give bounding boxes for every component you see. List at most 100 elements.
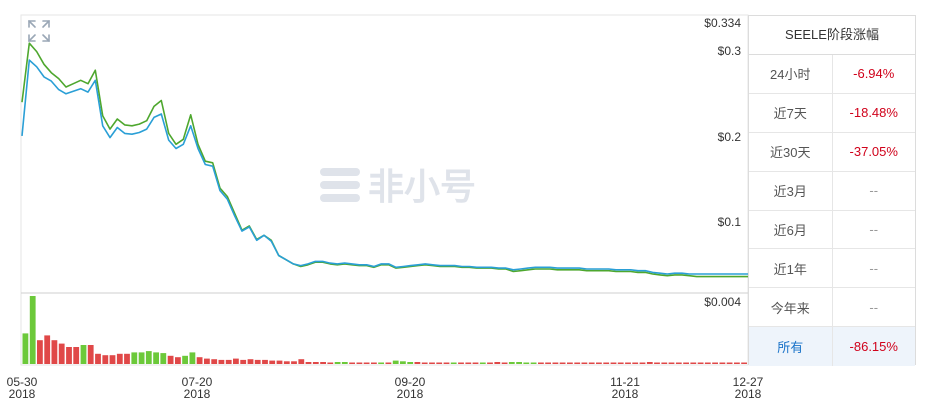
watermark: 非小号 bbox=[320, 167, 476, 208]
volume-bar bbox=[22, 333, 29, 364]
volume-bar bbox=[683, 362, 689, 364]
x-tick-year: 2018 bbox=[397, 387, 424, 401]
period-row-ytd[interactable]: 今年来 -- bbox=[749, 288, 915, 328]
volume-bar bbox=[356, 362, 363, 364]
period-change-table: SEELE阶段涨幅 24小时 -6.94% 近7天 -18.48% 近30天 -… bbox=[748, 15, 916, 367]
volume-bar bbox=[116, 353, 123, 364]
period-row-30d[interactable]: 近30天 -37.05% bbox=[749, 132, 915, 172]
volume-bar bbox=[625, 362, 631, 364]
x-tick-date: 12-27 bbox=[733, 375, 764, 389]
period-row-1y[interactable]: 近1年 -- bbox=[749, 249, 915, 289]
volume-bar bbox=[58, 343, 65, 364]
volume-bar bbox=[675, 362, 682, 364]
period-label: 今年来 bbox=[749, 288, 833, 327]
expand-icon[interactable] bbox=[26, 18, 52, 44]
volume-bar bbox=[131, 352, 138, 364]
volume-bar bbox=[66, 347, 72, 364]
volume-bar bbox=[334, 362, 341, 364]
volume-bar bbox=[87, 345, 94, 364]
volume-bar bbox=[196, 357, 203, 364]
volume-bar bbox=[305, 362, 312, 364]
volume-bar bbox=[559, 362, 566, 364]
volume-bar bbox=[726, 362, 733, 364]
y-tick-label: $0.3 bbox=[718, 44, 742, 58]
volume-bar bbox=[668, 362, 675, 364]
volume-bar bbox=[298, 359, 305, 364]
volume-bar bbox=[436, 362, 443, 364]
volume-bar bbox=[530, 362, 537, 364]
volume-bar bbox=[545, 362, 551, 364]
period-row-3m[interactable]: 近3月 -- bbox=[749, 171, 915, 211]
volume-bar bbox=[37, 340, 43, 364]
volume-bar bbox=[443, 362, 450, 364]
volume-bar bbox=[588, 362, 595, 364]
volume-bar bbox=[719, 362, 726, 364]
volume-bar bbox=[124, 353, 130, 364]
period-change-title: SEELE阶段涨幅 bbox=[749, 16, 915, 55]
watermark-logo-icon bbox=[320, 168, 360, 202]
volume-bar bbox=[283, 361, 290, 364]
volume-bar bbox=[233, 358, 239, 364]
volume-bar bbox=[523, 362, 530, 364]
volume-bar bbox=[414, 362, 421, 364]
volume-bar bbox=[567, 362, 573, 364]
volume-bar bbox=[479, 362, 486, 364]
x-axis-labels: 05-30 2018 07-20 2018 09-20 2018 11-21 2… bbox=[7, 375, 764, 401]
volume-bar bbox=[320, 362, 326, 364]
x-tick-date: 09-20 bbox=[395, 375, 426, 389]
volume-bar bbox=[639, 362, 646, 364]
y-tick-label: $0.2 bbox=[718, 130, 742, 144]
volume-bar bbox=[385, 362, 392, 364]
volume-bar bbox=[741, 362, 747, 364]
price-line-green bbox=[21, 42, 748, 278]
volume-bar bbox=[617, 362, 624, 364]
volume-bar bbox=[429, 362, 435, 364]
period-row-24h[interactable]: 24小时 -6.94% bbox=[749, 55, 915, 94]
volume-bar bbox=[211, 359, 218, 364]
volume-bar bbox=[269, 360, 276, 364]
volume-bar bbox=[378, 362, 384, 364]
period-row-7d[interactable]: 近7天 -18.48% bbox=[749, 93, 915, 133]
volume-bar bbox=[632, 362, 639, 364]
volume-bar bbox=[371, 362, 377, 364]
volume-bar bbox=[102, 355, 109, 364]
period-value: -- bbox=[869, 222, 879, 237]
volume-bar bbox=[690, 362, 697, 364]
volume-bar bbox=[80, 345, 87, 364]
volume-bar bbox=[204, 358, 210, 364]
volume-bar bbox=[44, 335, 51, 364]
x-tick-year: 2018 bbox=[612, 387, 639, 401]
volume-bar bbox=[145, 351, 152, 364]
volume-bar bbox=[654, 362, 660, 364]
volume-bar bbox=[254, 359, 261, 364]
volume-bar bbox=[341, 362, 348, 364]
x-tick-year: 2018 bbox=[9, 387, 36, 401]
volume-bar bbox=[734, 362, 740, 364]
volume-bar bbox=[363, 362, 370, 364]
volume-bar bbox=[109, 355, 116, 364]
volume-bar bbox=[95, 353, 101, 364]
volume-bar bbox=[603, 362, 610, 364]
period-value: -- bbox=[869, 183, 879, 199]
volume-bar bbox=[29, 296, 36, 364]
volume-bar bbox=[501, 362, 508, 364]
volume-bar bbox=[400, 361, 406, 364]
volume-bar bbox=[160, 353, 167, 364]
x-tick-year: 2018 bbox=[735, 387, 762, 401]
volume-bar bbox=[552, 362, 559, 364]
volume-bar bbox=[421, 362, 428, 364]
volume-bar bbox=[276, 360, 283, 364]
x-tick-year: 2018 bbox=[184, 387, 211, 401]
period-row-6m[interactable]: 近6月 -- bbox=[749, 210, 915, 250]
period-row-all[interactable]: 所有 -86.15% bbox=[749, 327, 915, 367]
y-axis-labels: $0.334 $0.3 $0.2 $0.1 $0.004 bbox=[704, 16, 741, 309]
period-label: 近1年 bbox=[749, 249, 833, 288]
price-line-blue bbox=[21, 59, 748, 275]
volume-bar bbox=[465, 362, 472, 364]
volume-bar bbox=[247, 359, 254, 364]
volume-bar bbox=[175, 357, 181, 364]
period-value: -18.48% bbox=[849, 105, 898, 121]
volume-bar bbox=[218, 359, 225, 364]
volume-bar bbox=[138, 352, 145, 364]
